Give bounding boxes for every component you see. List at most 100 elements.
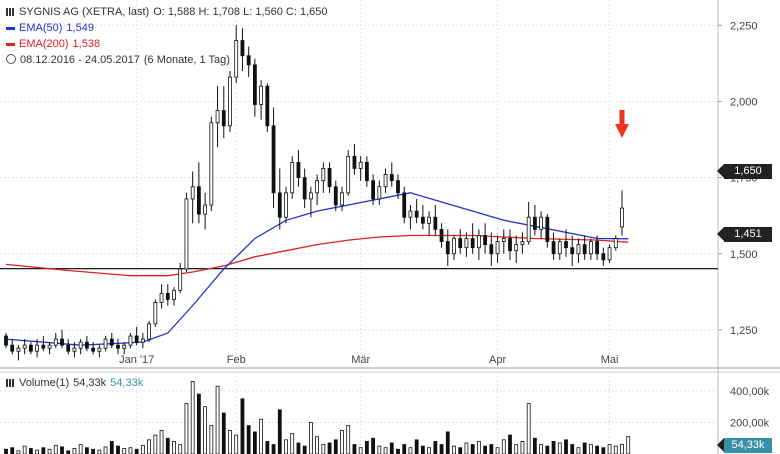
candle-body — [252, 64, 257, 105]
y-tick-label: 2,000 — [730, 96, 758, 108]
candle-body — [66, 344, 71, 352]
candle-body — [140, 338, 145, 343]
volume-value-tag: 54,33k — [717, 438, 772, 453]
volume-bar — [215, 385, 220, 454]
candle-body — [557, 241, 562, 255]
period-label: (6 Monate, 1 Tag) — [143, 54, 230, 66]
candle-body — [470, 238, 475, 249]
candle-body — [371, 180, 376, 200]
candle-body — [340, 192, 344, 206]
candle-body — [209, 122, 214, 206]
volume-bar — [439, 444, 444, 454]
candle-body — [172, 289, 176, 300]
volume-bar — [72, 448, 77, 454]
candle-body — [545, 216, 550, 242]
volume-bar — [84, 447, 89, 454]
ema200-label: EMA(200) — [19, 38, 69, 50]
candle-body — [103, 338, 108, 349]
volume-bar — [520, 440, 525, 454]
volume-bar — [53, 444, 58, 454]
candle-body — [564, 241, 568, 249]
candle-body — [315, 180, 320, 194]
volume-bar — [116, 445, 120, 454]
volume-bar — [396, 448, 400, 454]
candle-body — [452, 238, 456, 255]
volume-bar — [321, 444, 326, 454]
support-line-tag: 1,451 — [717, 227, 772, 242]
candle-body — [576, 244, 581, 255]
volume-value-2: 54,33k — [110, 377, 144, 389]
volume-bar — [570, 444, 575, 454]
volume-bar — [66, 450, 71, 454]
candle-body — [153, 302, 158, 325]
candle-body — [147, 323, 152, 340]
candle-body — [321, 168, 326, 182]
volume-bar — [109, 440, 114, 454]
volume-bar — [532, 437, 537, 454]
candle-body — [433, 216, 438, 230]
candle-body — [196, 186, 201, 215]
candle-body — [501, 238, 506, 242]
candle-body — [134, 335, 139, 343]
volume-bar — [340, 429, 344, 454]
candle-body — [60, 338, 64, 346]
candle-body — [16, 347, 21, 352]
volume-bar — [595, 445, 600, 454]
candle-body — [408, 210, 413, 218]
instrument-title: SYGNIS AG (XETRA, last) — [19, 6, 150, 18]
volume-bar — [246, 425, 251, 454]
volume-bar — [228, 429, 232, 454]
volume-bar — [4, 448, 8, 454]
candle-body — [327, 168, 332, 188]
candle-body — [364, 161, 369, 182]
volume-bar — [501, 439, 506, 454]
candle-body — [277, 192, 282, 218]
volume-bar — [452, 445, 456, 454]
volume-bar — [476, 440, 481, 454]
candle-body — [184, 198, 189, 270]
candle-body — [190, 186, 195, 200]
candle-body — [508, 238, 512, 252]
candle-body — [308, 192, 313, 200]
volume-bar — [16, 450, 21, 454]
volume-bar — [277, 409, 282, 454]
volume-bars-icon — [6, 379, 15, 387]
legend-ema50: EMA(50) 1,549 — [6, 22, 98, 34]
candle-body — [570, 247, 575, 255]
volume-bar — [564, 439, 568, 454]
volume-bar — [495, 447, 500, 454]
candle-body — [178, 268, 183, 291]
volume-bar — [290, 433, 295, 454]
volume-bar — [576, 447, 581, 454]
legend-ema200: EMA(200) 1,538 — [6, 38, 104, 50]
candle-body — [389, 174, 394, 182]
volume-bar — [508, 434, 512, 454]
candle-body — [78, 341, 83, 349]
candle-body — [582, 244, 587, 255]
ema50-value: 1,549 — [66, 22, 94, 34]
chart-title-row: SYGNIS AG (XETRA, last) O: 1,588 H: 1,708… — [6, 6, 332, 18]
candle-body — [613, 238, 618, 249]
volume-bar — [620, 444, 624, 454]
candle-body — [620, 207, 624, 228]
volume-bar — [284, 439, 288, 454]
volume-tick-label: 400,00k — [730, 386, 770, 398]
candle-body — [97, 347, 102, 352]
candle-body — [4, 335, 8, 346]
volume-bar — [346, 425, 351, 454]
candle-body — [302, 177, 307, 200]
candle-body — [265, 85, 270, 127]
candle-body — [383, 174, 388, 188]
candle-body — [607, 247, 612, 261]
volume-bar — [551, 440, 556, 454]
volume-bar — [103, 446, 108, 454]
volume-bar — [10, 447, 15, 454]
candle-body — [47, 344, 52, 349]
candle-body — [28, 344, 33, 352]
candle-body — [165, 292, 170, 300]
volume-bar — [165, 437, 170, 454]
volume-label: Volume(1) — [19, 377, 70, 389]
volume-bar — [60, 446, 64, 454]
candle-body — [476, 235, 481, 249]
